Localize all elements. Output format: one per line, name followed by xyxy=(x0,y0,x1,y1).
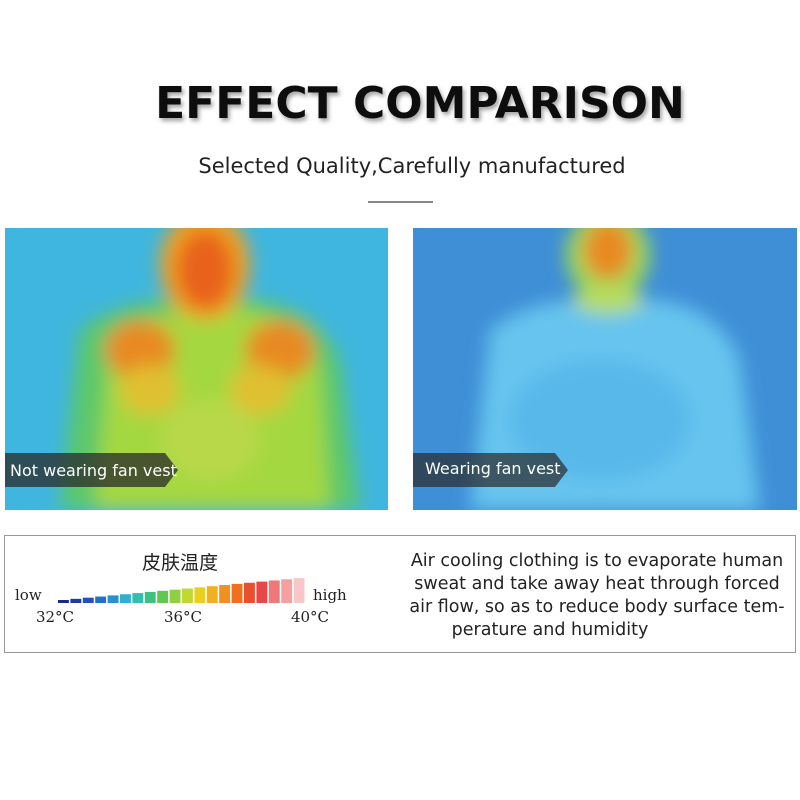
scale-swatch xyxy=(120,594,131,603)
title: EFFECT COMPARISON xyxy=(155,78,685,129)
scale-swatch xyxy=(281,579,293,603)
scale-swatch xyxy=(206,586,218,603)
legend-high: high xyxy=(313,586,347,604)
scale-swatch xyxy=(231,583,243,603)
tag-right xyxy=(413,453,568,487)
scale-swatch xyxy=(95,596,107,603)
image-label: Not wearing fan vest xyxy=(10,461,177,480)
description-line: sweat and take away heat through forced xyxy=(414,574,779,594)
scale-swatch xyxy=(256,581,268,603)
scale-swatch xyxy=(268,580,280,603)
scale-swatch xyxy=(132,593,144,603)
tag-left xyxy=(5,453,178,487)
scale-swatch xyxy=(157,590,169,603)
scale-swatch xyxy=(70,598,82,603)
scale-swatch xyxy=(219,585,231,603)
scale-swatch xyxy=(194,587,206,603)
subtitle: Selected Quality,Carefully manufactured xyxy=(198,154,625,178)
color-scale xyxy=(58,578,305,603)
description-line: air flow, so as to reduce body surface t… xyxy=(409,597,784,617)
info-box xyxy=(4,535,796,653)
scale-swatch xyxy=(58,600,69,603)
scale-swatch xyxy=(144,591,156,603)
scale-swatch xyxy=(244,582,255,603)
description-line: perature and humidity xyxy=(452,620,649,640)
legend-title: 皮肤温度 xyxy=(142,552,218,574)
legend-temp: 40°C xyxy=(291,608,329,626)
description-line: Air cooling clothing is to evaporate hum… xyxy=(411,551,783,571)
image-label: Wearing fan vest xyxy=(425,459,561,478)
scale-swatch xyxy=(107,595,119,603)
scale-swatch xyxy=(182,588,193,603)
scale-swatch xyxy=(293,578,305,603)
legend-temp: 32°C xyxy=(36,608,74,626)
legend-temp: 36°C xyxy=(164,608,202,626)
legend-low: low xyxy=(15,586,42,604)
scale-swatch xyxy=(169,589,181,603)
scale-swatch xyxy=(82,597,94,603)
